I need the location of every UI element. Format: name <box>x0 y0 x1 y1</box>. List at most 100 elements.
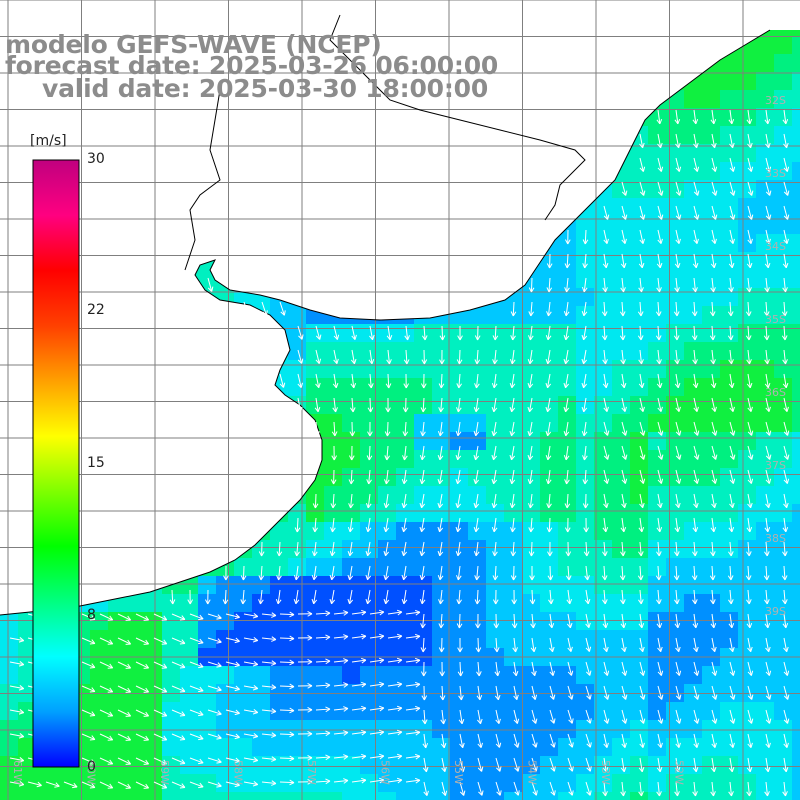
wind-arrow <box>581 325 588 341</box>
wind-arrow <box>509 373 516 389</box>
wind-arrow <box>439 661 445 677</box>
wind-arrow <box>405 729 421 736</box>
wind-arrow <box>384 469 390 485</box>
wind-arrow <box>531 781 538 796</box>
wind-arrow <box>510 301 517 317</box>
wind-arrow <box>765 637 771 653</box>
colorbar-tick-22: 22 <box>87 302 105 318</box>
wind-arrow <box>189 781 204 789</box>
wind-arrow <box>365 517 372 533</box>
wind-arrow <box>675 469 682 484</box>
wind-arrow <box>117 709 132 717</box>
wind-arrow <box>764 253 771 269</box>
coastline <box>0 29 771 616</box>
wind-arrow <box>297 659 313 665</box>
wind-arrow <box>457 325 463 341</box>
wind-arrow <box>529 589 536 605</box>
wind-arrow <box>637 301 644 317</box>
wind-arrow <box>367 397 374 413</box>
wind-arrow <box>81 685 96 693</box>
wind-arrow <box>297 779 313 785</box>
wind-arrow <box>691 565 698 581</box>
wind-arrow <box>691 301 698 317</box>
wind-arrow <box>383 589 390 605</box>
wind-arrow <box>601 325 608 341</box>
wind-arrow <box>365 589 372 605</box>
wind-arrow <box>441 757 447 773</box>
wind-arrow <box>333 325 340 340</box>
lon-label: 52W <box>673 760 686 785</box>
valid-date: valid date: 2025-03-30 18:00:00 <box>42 74 489 103</box>
wind-arrow <box>349 397 356 413</box>
wind-arrow <box>549 733 556 748</box>
wind-arrow <box>403 373 410 389</box>
wind-arrow <box>621 397 627 412</box>
wind-arrow <box>747 181 754 196</box>
wind-arrow <box>692 517 699 533</box>
wind-arrow <box>455 469 462 485</box>
wind-arrow <box>693 661 700 676</box>
wind-arrow <box>655 565 662 581</box>
wind-arrow <box>657 661 664 676</box>
wind-arrow <box>729 421 736 436</box>
wind-arrow <box>547 565 554 581</box>
colorbar <box>32 159 80 768</box>
wind-arrow <box>711 421 718 436</box>
wind-arrow <box>261 612 277 618</box>
wind-arrow <box>422 733 429 749</box>
wind-arrow <box>531 661 537 677</box>
wind-arrow <box>187 589 194 605</box>
colorbar-tick-8: 8 <box>87 607 96 623</box>
wind-arrow <box>455 541 462 557</box>
wind-arrow <box>492 589 499 605</box>
wind-arrow <box>620 541 626 557</box>
colorbar-unit-label: [m/s] <box>30 133 67 149</box>
wind-arrow <box>9 781 25 787</box>
lat-label: 36S <box>765 386 786 399</box>
wind-arrow <box>728 349 734 365</box>
wind-arrow <box>153 685 168 693</box>
wind-arrow <box>189 613 204 621</box>
wind-arrow <box>674 781 680 797</box>
wind-arrow <box>477 709 483 725</box>
wind-arrow <box>563 373 570 389</box>
wind-arrow <box>621 493 627 509</box>
wind-arrow <box>491 421 498 437</box>
wind-arrow <box>693 205 700 220</box>
wind-arrow <box>81 709 96 717</box>
wind-arrow <box>693 733 699 748</box>
wind-arrow <box>437 541 444 557</box>
wind-arrow <box>746 349 752 365</box>
wind-arrow <box>638 613 645 629</box>
wind-arrow <box>619 565 626 581</box>
wind-arrow <box>473 517 480 533</box>
wind-arrow <box>99 613 114 621</box>
wind-arrow <box>549 757 556 772</box>
wind-arrow <box>207 277 214 292</box>
wind-arrow <box>729 205 736 220</box>
wind-arrow <box>81 661 96 669</box>
wind-arrow <box>639 181 646 196</box>
wind-arrow <box>674 253 681 269</box>
wind-arrow <box>513 709 520 724</box>
wind-arrow <box>331 445 338 461</box>
wind-arrow <box>729 397 735 412</box>
wind-arrow <box>692 349 698 365</box>
wind-arrow <box>656 277 662 293</box>
wind-arrow <box>546 301 552 317</box>
wind-arrow <box>565 541 572 557</box>
wind-arrow <box>171 781 186 789</box>
wind-arrow <box>582 493 589 509</box>
wind-arrow <box>563 445 570 461</box>
colorbar-tick-30: 30 <box>87 151 105 167</box>
wind-arrow <box>243 756 259 763</box>
wind-arrow <box>710 373 717 389</box>
wind-arrow <box>675 205 682 220</box>
wind-arrow <box>511 613 518 629</box>
wind-arrow <box>369 325 375 341</box>
wind-arrow <box>585 613 591 629</box>
wind-arrow <box>675 733 681 748</box>
wind-arrow <box>510 325 516 341</box>
wind-arrow <box>675 421 682 436</box>
wind-arrow <box>567 733 574 748</box>
